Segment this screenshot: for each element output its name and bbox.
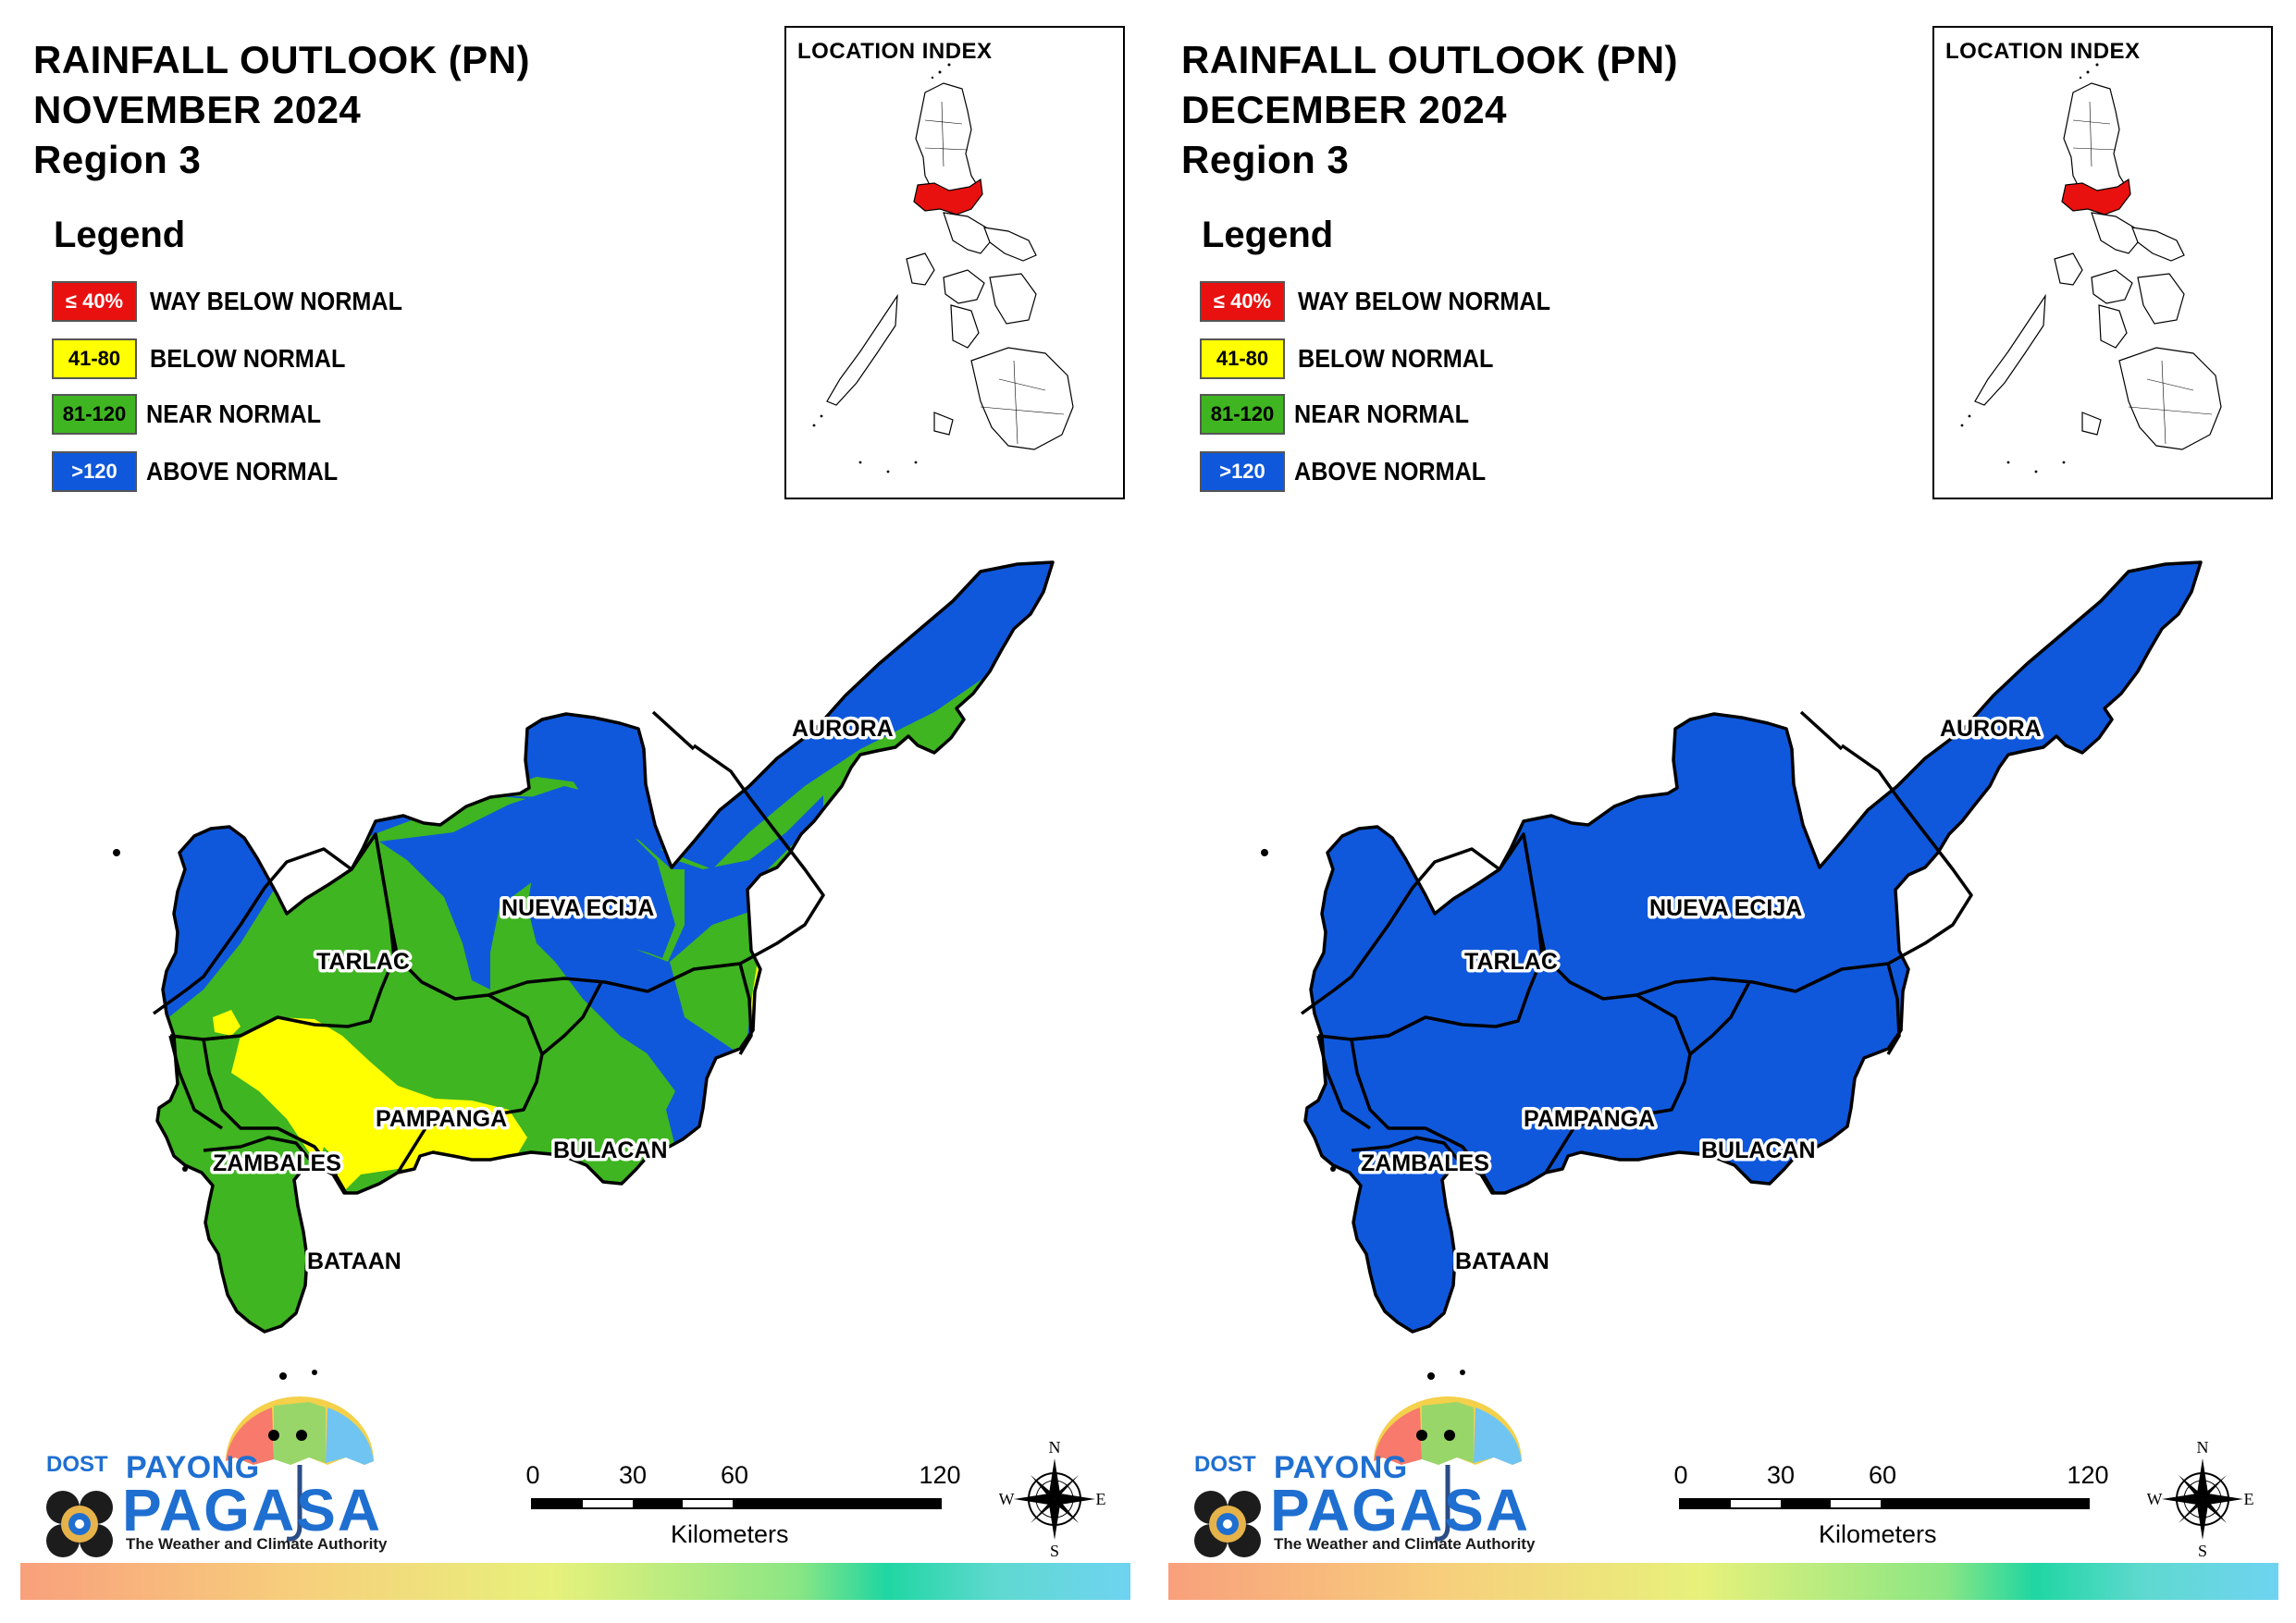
map-title: RAINFALL OUTLOOK (PN) NOVEMBER 2024 Regi… bbox=[33, 35, 530, 185]
compass-n: N bbox=[2197, 1438, 2209, 1457]
scale-tick-120: 120 bbox=[919, 1461, 961, 1489]
scale-tick-120: 120 bbox=[2067, 1461, 2109, 1489]
north-arrow-icon: N S E W bbox=[2147, 1438, 2258, 1560]
province-label-pampanga: PAMPANGA bbox=[376, 1106, 507, 1132]
umbrella-icon bbox=[46, 1396, 374, 1557]
scale-tick-60: 60 bbox=[720, 1461, 749, 1489]
december-region3-map: AURORA NUEVA ECIJA TARLAC PAMPANGA ZAMBA… bbox=[1250, 555, 2203, 1387]
province-label-bataan: BATAAN bbox=[1455, 1248, 1549, 1274]
legend-label: BELOW NORMAL bbox=[1298, 344, 1494, 373]
logo-pagasa-text: PAGASA bbox=[1270, 1477, 1531, 1543]
logo-payong-text: PAYONG bbox=[1274, 1450, 1408, 1485]
scale-tick-30: 30 bbox=[618, 1461, 648, 1489]
province-label-aurora: AURORA bbox=[792, 716, 894, 742]
province-label-zambales: ZAMBALES bbox=[1361, 1150, 1489, 1176]
logo-tagline: The Weather and Climate Authority bbox=[1274, 1535, 1536, 1553]
location-index-title: LOCATION INDEX bbox=[797, 39, 993, 64]
compass-s: S bbox=[1050, 1542, 1059, 1558]
legend-item-way-below: ≤ 40% WAY BELOW NORMAL bbox=[1200, 279, 1578, 324]
legend-label: WAY BELOW NORMAL bbox=[150, 287, 403, 315]
scale-tick-60: 60 bbox=[1868, 1461, 1897, 1489]
pagasa-logo: DOST PAYONG PAGASA The Weather and Clima… bbox=[1179, 1387, 1535, 1572]
logo-dost-text: DOST bbox=[1194, 1452, 1256, 1477]
compass-s: S bbox=[2198, 1542, 2207, 1558]
legend-swatch: 81-120 bbox=[52, 394, 137, 435]
legend-swatch: 41-80 bbox=[1200, 338, 1285, 379]
province-label-bulacan: BULACAN bbox=[553, 1137, 668, 1163]
legend-swatch: >120 bbox=[52, 451, 137, 492]
november-panel: RAINFALL OUTLOOK (PN) NOVEMBER 2024 Regi… bbox=[20, 26, 1130, 1600]
scale-bar: 0 30 60 120 Kilometers bbox=[525, 1461, 971, 1548]
logo-tagline: The Weather and Climate Authority bbox=[126, 1535, 388, 1553]
legend-swatch: >120 bbox=[1200, 451, 1285, 492]
decorative-gradient-bar bbox=[20, 1563, 1130, 1600]
legend-swatch: 81-120 bbox=[1200, 394, 1285, 435]
scale-tick-30: 30 bbox=[1766, 1461, 1796, 1489]
legend-title: Legend bbox=[54, 215, 186, 255]
province-label-pampanga: PAMPANGA bbox=[1524, 1106, 1655, 1132]
location-index-inset: LOCATION INDEX bbox=[784, 26, 1125, 499]
legend-label: ABOVE NORMAL bbox=[1294, 457, 1487, 486]
title-line-2: DECEMBER 2024 bbox=[1181, 88, 1507, 131]
scale-bar: 0 30 60 120 Kilometers bbox=[1673, 1461, 2119, 1548]
november-region3-map: AURORA NUEVA ECIJA TARLAC PAMPANGA ZAMBA… bbox=[102, 555, 1055, 1387]
compass-e: E bbox=[1096, 1490, 1106, 1508]
legend-item-way-below: ≤ 40% WAY BELOW NORMAL bbox=[52, 279, 430, 324]
scale-unit: Kilometers bbox=[671, 1520, 789, 1548]
legend-item-near: 81-120 NEAR NORMAL bbox=[1200, 392, 1488, 436]
map-title: RAINFALL OUTLOOK (PN) DECEMBER 2024 Regi… bbox=[1181, 35, 1678, 185]
december-panel: RAINFALL OUTLOOK (PN) DECEMBER 2024 Regi… bbox=[1148, 0, 2296, 1623]
umbrella-icon bbox=[1194, 1396, 1522, 1557]
title-line-3: Region 3 bbox=[1181, 138, 1350, 181]
legend-label: ABOVE NORMAL bbox=[146, 457, 339, 486]
north-arrow-icon: N S E W bbox=[999, 1438, 1110, 1560]
legend-item-below: 41-80 BELOW NORMAL bbox=[52, 337, 367, 381]
scale-tick-0: 0 bbox=[1673, 1461, 1688, 1489]
legend-item-below: 41-80 BELOW NORMAL bbox=[1200, 337, 1515, 381]
decorative-gradient-bar bbox=[1168, 1563, 2278, 1600]
compass-n: N bbox=[1049, 1438, 1061, 1457]
legend-item-near: 81-120 NEAR NORMAL bbox=[52, 392, 340, 436]
location-index-title: LOCATION INDEX bbox=[1945, 39, 2141, 64]
scale-tick-0: 0 bbox=[525, 1461, 540, 1489]
legend-label: BELOW NORMAL bbox=[150, 344, 346, 373]
legend-swatch: ≤ 40% bbox=[52, 281, 137, 322]
scale-bar-graphic bbox=[1679, 1498, 2090, 1509]
logo-dost-text: DOST bbox=[46, 1452, 108, 1477]
legend-title: Legend bbox=[1202, 215, 1334, 255]
title-line-1: RAINFALL OUTLOOK (PN) bbox=[1181, 38, 1679, 81]
compass-e: E bbox=[2244, 1490, 2254, 1508]
pagasa-logo: DOST PAYONG PAGASA The Weather and Clima… bbox=[31, 1387, 387, 1572]
logo-pagasa-text: PAGASA bbox=[122, 1477, 383, 1543]
province-label-zambales: ZAMBALES bbox=[213, 1150, 341, 1176]
region3-highlight bbox=[2061, 178, 2131, 215]
legend-swatch: ≤ 40% bbox=[1200, 281, 1285, 322]
philippines-locator-map bbox=[812, 63, 1074, 473]
scale-bar-graphic bbox=[531, 1498, 942, 1509]
province-label-tarlac: TARLAC bbox=[1464, 949, 1558, 975]
legend-swatch: 41-80 bbox=[52, 338, 137, 379]
legend-item-above: >120 ABOVE NORMAL bbox=[52, 449, 359, 494]
title-line-3: Region 3 bbox=[33, 138, 202, 181]
compass-w: W bbox=[999, 1490, 1015, 1508]
legend-label: WAY BELOW NORMAL bbox=[1298, 287, 1551, 315]
location-index-inset: LOCATION INDEX bbox=[1932, 26, 2273, 499]
province-label-nueva-ecija: NUEVA ECIJA bbox=[501, 895, 654, 921]
legend-label: NEAR NORMAL bbox=[146, 400, 321, 428]
province-label-bulacan: BULACAN bbox=[1701, 1137, 1816, 1163]
province-label-nueva-ecija: NUEVA ECIJA bbox=[1649, 895, 1802, 921]
compass-w: W bbox=[2147, 1490, 2163, 1508]
province-label-tarlac: TARLAC bbox=[316, 949, 410, 975]
province-label-aurora: AURORA bbox=[1940, 716, 2042, 742]
province-label-bataan: BATAAN bbox=[307, 1248, 401, 1274]
title-line-2: NOVEMBER 2024 bbox=[33, 88, 362, 131]
title-line-1: RAINFALL OUTLOOK (PN) bbox=[33, 38, 531, 81]
legend-item-above: >120 ABOVE NORMAL bbox=[1200, 449, 1507, 494]
legend-label: NEAR NORMAL bbox=[1294, 400, 1469, 428]
region3-highlight bbox=[913, 178, 983, 215]
philippines-locator-map bbox=[1960, 63, 2222, 473]
scale-unit: Kilometers bbox=[1819, 1520, 1937, 1548]
logo-payong-text: PAYONG bbox=[126, 1450, 260, 1485]
